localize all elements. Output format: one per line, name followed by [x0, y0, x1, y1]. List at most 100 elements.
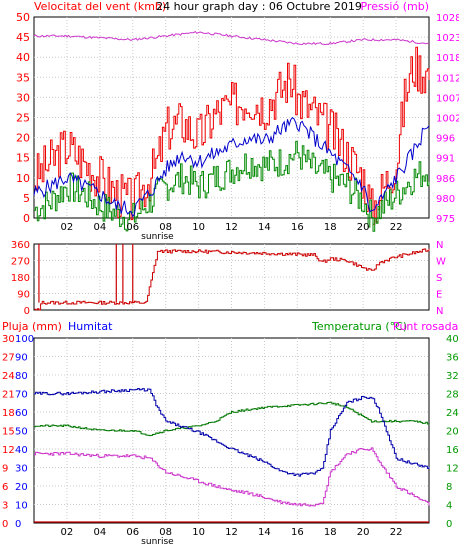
temperature-y-tick: 20 [446, 427, 459, 438]
sunrise-label: sunrise [141, 537, 174, 547]
pressure-y-tick: 1007 [436, 93, 459, 104]
wind-y-tick: 40 [16, 51, 30, 64]
chart-title: 24 hour graph day : 06 Octubre 2019 [156, 0, 362, 13]
temperature-y-tick: 36 [446, 353, 459, 364]
wind-y-tick: 50 [16, 11, 30, 24]
x-tick-label: 22 [390, 527, 403, 538]
x-tick-label: 06 [126, 222, 139, 233]
x-tick-label: 12 [225, 527, 238, 538]
rain-y-tick: 30 [2, 334, 15, 345]
direction-y-tick: 270 [11, 257, 30, 268]
compass-tick: N [436, 306, 443, 317]
temperature-line [34, 401, 430, 437]
humidity-axis-title: Humitat [68, 320, 113, 333]
gust-line [34, 46, 430, 225]
humidity-y-tick: 90 [15, 353, 28, 364]
direction-y-tick: 360 [11, 240, 30, 251]
humidity-y-tick: 40 [15, 445, 28, 456]
temperature-y-tick: 4 [446, 501, 452, 512]
pressure-axis-title: Pressió (mb) [360, 0, 429, 13]
compass-tick: S [436, 273, 442, 284]
x-tick-label: 14 [258, 222, 271, 233]
dewpoint-line [34, 447, 430, 507]
wind-y-tick: 30 [16, 91, 30, 104]
pressure-y-tick: 1012 [436, 73, 459, 84]
rain-axis-title: Pluja (mm) [2, 320, 62, 333]
x-tick-label: 04 [93, 222, 106, 233]
dewpoint-axis-title: Punt rosada [393, 320, 458, 333]
humidity-y-tick: 70 [15, 390, 28, 401]
sunrise-label: sunrise [141, 232, 174, 242]
x-tick-label: 16 [291, 222, 304, 233]
rain-y-tick: 21 [2, 390, 15, 401]
humidity-y-tick: 50 [15, 427, 28, 438]
wind-y-tick: 15 [16, 152, 30, 165]
temperature-y-tick: 16 [446, 445, 459, 456]
pressure-y-tick: 996 [436, 134, 455, 145]
compass-tick: W [436, 257, 446, 268]
direction-y-tick: 90 [17, 290, 30, 301]
rain-y-tick: 27 [2, 353, 15, 364]
pressure-y-tick: 980 [436, 194, 455, 205]
rain-y-tick: 0 [2, 519, 8, 530]
humidity-y-tick: 80 [15, 371, 28, 382]
humidity-y-tick: 100 [15, 334, 34, 345]
wind-axis-title: Velocitat del vent (kmh) [34, 0, 166, 13]
rain-humidity-temp-panel: 0369121518212427300102030405060708090100… [2, 334, 459, 547]
wind-y-tick: 5 [23, 192, 30, 205]
wind-y-tick: 35 [16, 71, 30, 84]
pressure-y-tick: 975 [436, 214, 455, 225]
x-tick-label: 06 [126, 527, 139, 538]
x-tick-label: 02 [61, 527, 74, 538]
humidity-y-tick: 10 [15, 501, 28, 512]
x-tick-label: 18 [324, 222, 337, 233]
wind-y-tick: 10 [16, 172, 30, 185]
temperature-y-tick: 28 [446, 390, 459, 401]
direction-y-tick: 0 [24, 306, 30, 317]
humidity-line [34, 388, 430, 477]
pressure-y-tick: 1002 [436, 114, 459, 125]
temperature-y-tick: 40 [446, 334, 459, 345]
pressure-y-tick: 1028 [436, 13, 459, 24]
x-tick-label: 22 [390, 222, 403, 233]
rain-y-tick: 12 [2, 445, 15, 456]
temperature-y-tick: 32 [446, 371, 459, 382]
temperature-axis-title: Temperatura (°C) [311, 320, 407, 333]
rain-y-tick: 6 [2, 482, 8, 493]
rain-y-tick: 3 [2, 501, 8, 512]
x-tick-label: 04 [93, 527, 106, 538]
rain-y-tick: 9 [2, 464, 8, 475]
x-tick-label: 18 [324, 527, 337, 538]
temperature-y-tick: 8 [446, 482, 452, 493]
pressure-y-tick: 991 [436, 154, 455, 165]
pressure-y-tick: 1018 [436, 53, 459, 64]
humidity-y-tick: 60 [15, 408, 28, 419]
wind-pressure-panel: 0510152025303540455097598098699199610021… [16, 11, 459, 242]
x-tick-label: 12 [225, 222, 238, 233]
x-tick-label: 14 [258, 527, 271, 538]
wind-y-tick: 25 [16, 112, 30, 125]
compass-tick: E [436, 290, 442, 301]
direction-y-tick: 180 [11, 273, 30, 284]
x-tick-label: 02 [61, 222, 74, 233]
temperature-y-tick: 0 [446, 519, 452, 530]
pressure-line [33, 30, 430, 46]
humidity-y-tick: 20 [15, 482, 28, 493]
avg-wind-line [33, 116, 430, 218]
humidity-y-tick: 30 [15, 464, 28, 475]
rain-y-tick: 18 [2, 408, 15, 419]
wind-y-tick: 0 [23, 212, 30, 225]
x-tick-label: 20 [357, 527, 370, 538]
temperature-y-tick: 12 [446, 464, 459, 475]
pressure-y-tick: 986 [436, 174, 455, 185]
x-tick-label: 20 [357, 222, 370, 233]
wind-y-tick: 20 [16, 132, 30, 145]
pressure-y-tick: 1023 [436, 33, 459, 44]
x-tick-label: 10 [192, 527, 205, 538]
rain-y-tick: 24 [2, 371, 15, 382]
wind-y-tick: 45 [16, 31, 30, 44]
rain-y-tick: 15 [2, 427, 15, 438]
x-tick-label: 10 [192, 222, 205, 233]
